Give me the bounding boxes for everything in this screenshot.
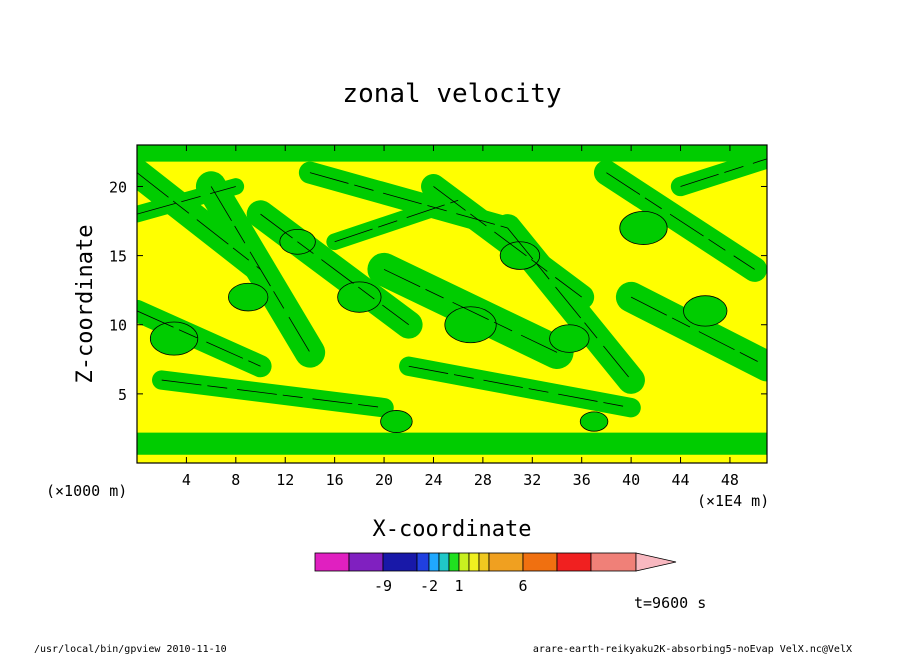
- x-axis-label: X-coordinate: [373, 517, 532, 542]
- footer-right: arare-earth-reikyaku2K-absorbing5-noEvap…: [533, 644, 852, 654]
- footer-left: /usr/local/bin/gpview 2010-11-10: [34, 644, 227, 654]
- colorbar-segment: [488, 552, 524, 572]
- colorbar-segment: [314, 552, 350, 572]
- contour-cell-negative: [683, 295, 728, 327]
- colorbar-segment: [428, 552, 440, 572]
- colorbar-segment: [522, 552, 558, 572]
- colorbar-extend-arrow: [635, 552, 677, 572]
- contour-line: [408, 365, 632, 409]
- contour-line: [433, 186, 582, 298]
- x-unit-left: (×1000 m): [46, 482, 127, 500]
- x-tick-label: 24: [424, 471, 442, 489]
- contour-line: [383, 269, 558, 353]
- y-tick-label: 20: [109, 178, 127, 196]
- colorbar: -9 -2 1 6: [314, 552, 677, 595]
- colorbar-segment: [416, 552, 430, 572]
- contour-line: [680, 158, 767, 187]
- colorbar-tick-label: -9: [374, 577, 392, 595]
- contour-cell-negative: [579, 411, 609, 432]
- y-tick-label: 5: [118, 386, 127, 404]
- contour-line: [507, 227, 632, 381]
- contour-line: [606, 172, 755, 270]
- x-tick-label: 4: [182, 471, 191, 489]
- contour-line: [630, 296, 767, 367]
- colorbar-segment: [382, 552, 418, 572]
- contour-line: [137, 186, 236, 215]
- x-unit-right: (×1E4 m): [697, 492, 769, 510]
- x-tick-label: 44: [671, 471, 689, 489]
- contour-line: [161, 379, 385, 409]
- contour-cell-negative: [149, 321, 199, 356]
- x-tick-label: 8: [231, 471, 240, 489]
- contour-line: [137, 310, 261, 367]
- colorbar-segment: [468, 552, 480, 572]
- contour-cell-negative: [444, 306, 497, 344]
- contour-line: [137, 172, 261, 270]
- contour-cell-negative: [499, 241, 541, 270]
- time-label: t=9600 s: [634, 594, 706, 612]
- colorbar-segment: [438, 552, 450, 572]
- y-tick-label: 10: [109, 317, 127, 335]
- x-axis: 4 8 12 16 20 24 28 32 36 40 44 48: [182, 145, 739, 489]
- y-axis: 5 10 15 20: [109, 178, 767, 404]
- x-tick-label: 28: [474, 471, 492, 489]
- colorbar-tick-label: 1: [454, 577, 463, 595]
- colorbar-segment: [590, 552, 637, 572]
- x-tick-label: 16: [326, 471, 344, 489]
- colorbar-segment: [448, 552, 460, 572]
- contour-cell-negative: [228, 282, 269, 312]
- colorbar-tick-label: -2: [420, 577, 438, 595]
- x-tick-label: 20: [375, 471, 393, 489]
- contour-cell-negative: [619, 210, 668, 245]
- x-tick-label: 48: [721, 471, 739, 489]
- colorbar-segment: [348, 552, 384, 572]
- plot-frame: [136, 144, 768, 464]
- y-axis-label: Z-coordinate: [73, 225, 98, 384]
- y-tick-label: 15: [109, 248, 127, 266]
- contour-line: [260, 213, 410, 326]
- chart-title: zonal velocity: [342, 79, 561, 109]
- x-tick-label: 12: [276, 471, 294, 489]
- contour-cell-negative: [380, 410, 413, 433]
- colorbar-segment: [478, 552, 490, 572]
- contour-line: [309, 172, 508, 229]
- contour-field: [137, 145, 767, 463]
- x-tick-label: 40: [622, 471, 640, 489]
- colorbar-segment: [458, 552, 470, 572]
- x-tick-label: 32: [523, 471, 541, 489]
- contour-line: [334, 199, 459, 243]
- contour-cell-negative: [337, 281, 382, 313]
- colorbar-tick-label: 6: [518, 577, 527, 595]
- colorbar-segment: [556, 552, 592, 572]
- contour-cell-negative: [549, 324, 590, 353]
- contour-line: [210, 186, 311, 353]
- x-tick-label: 36: [573, 471, 591, 489]
